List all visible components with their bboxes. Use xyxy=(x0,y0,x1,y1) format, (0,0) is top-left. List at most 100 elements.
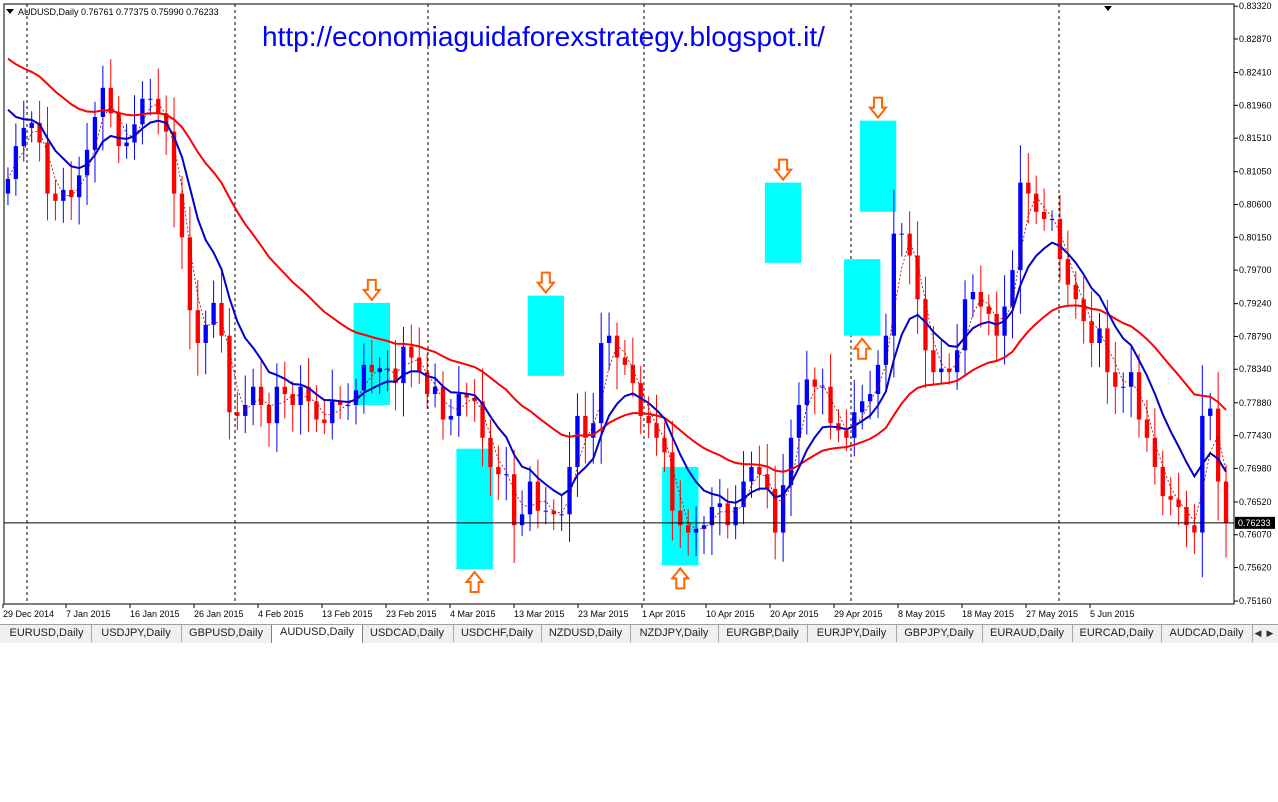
bull-candle xyxy=(132,124,137,143)
bull-candle xyxy=(717,503,723,508)
bull-candle xyxy=(591,423,596,438)
bull-candle xyxy=(298,386,303,405)
bear-candle xyxy=(258,386,264,405)
price-label: 0.76520 xyxy=(1239,497,1272,507)
bear-candle xyxy=(686,525,691,533)
tab-usdcad[interactable]: USDCAD,Daily xyxy=(361,625,454,642)
price-label: 0.77880 xyxy=(1239,398,1272,408)
tab-euraud[interactable]: EURAUD,Daily xyxy=(982,625,1073,642)
bull-candle xyxy=(1121,386,1126,388)
bear-candle xyxy=(440,386,446,420)
bear-candle xyxy=(187,237,193,311)
bull-candle xyxy=(1208,408,1213,416)
bear-candle xyxy=(480,401,485,438)
signal-arrow-down-icon xyxy=(535,271,556,295)
tab-nzdusd[interactable]: NZDUSD,Daily xyxy=(541,625,631,642)
chart-frame xyxy=(3,3,1235,605)
bear-candle xyxy=(496,466,501,475)
bull-candle xyxy=(140,98,145,125)
tab-audcad[interactable]: AUDCAD,Daily xyxy=(1161,625,1253,642)
time-label: 27 May 2015 xyxy=(1026,609,1078,619)
bull-candle xyxy=(361,364,367,391)
tab-usdchf[interactable]: USDCHF,Daily xyxy=(453,625,542,642)
moving-average-dotted xyxy=(7,103,1227,530)
bull-candle xyxy=(796,404,802,438)
bear-candle xyxy=(464,394,469,398)
bear-candle xyxy=(179,193,185,238)
bull-candle xyxy=(543,510,548,512)
bull-candle xyxy=(1097,328,1102,344)
price-label: 0.76070 xyxy=(1239,530,1272,540)
bull-candle xyxy=(899,233,904,235)
price-label: 0.78340 xyxy=(1239,364,1272,374)
bull-candle xyxy=(76,175,82,198)
tab-gbpjpy[interactable]: GBPJPY,Daily xyxy=(896,625,983,642)
bull-candle xyxy=(432,386,438,395)
bull-candle xyxy=(962,299,968,351)
tab-usdjpy[interactable]: USDJPY,Daily xyxy=(91,625,182,642)
symbol-info: AUDUSD,Daily 0.76761 0.77375 0.75990 0.7… xyxy=(18,7,219,17)
tab-nzdjpy[interactable]: NZDJPY,Daily xyxy=(630,625,719,642)
bear-candle xyxy=(1089,321,1094,344)
bull-candle xyxy=(1018,182,1023,271)
tab-eurusd[interactable]: EURUSD,Daily xyxy=(2,625,92,642)
bear-candle xyxy=(931,350,936,373)
bear-candle xyxy=(1081,299,1086,322)
price-label: 0.82410 xyxy=(1239,68,1272,78)
tab-eurjpy[interactable]: EURJPY,Daily xyxy=(807,625,897,642)
bull-candle xyxy=(891,233,897,336)
bull-candle xyxy=(860,401,865,413)
signal-highlight-box xyxy=(764,182,802,263)
bear-candle xyxy=(322,419,327,424)
bull-candle xyxy=(875,364,881,395)
tab-eurgbp[interactable]: EURGBP,Daily xyxy=(718,625,808,642)
bear-candle xyxy=(844,430,849,438)
bull-candle xyxy=(243,404,248,416)
chart-window[interactable]: http://economiaguidaforexstrategy.blogsp… xyxy=(0,0,1278,622)
bear-candle xyxy=(670,452,675,511)
bull-candle xyxy=(1128,372,1134,387)
bear-candle xyxy=(195,310,200,344)
bear-candle xyxy=(654,423,659,438)
signal-highlight-box xyxy=(844,259,881,336)
current-price-label: 0.76233 xyxy=(1238,518,1271,528)
bull-candle xyxy=(456,394,461,416)
bull-candle xyxy=(780,485,786,533)
signal-arrow-down-icon xyxy=(867,96,889,120)
price-chart[interactable]: http://economiaguidaforexstrategy.blogsp… xyxy=(0,0,1278,622)
bull-candle xyxy=(61,189,66,201)
signal-arrow-up-icon xyxy=(852,337,873,360)
bear-candle xyxy=(907,233,912,256)
bear-candle xyxy=(53,193,58,201)
price-axis: 0.83320 0.82870 0.82410 0.81960 0.81510 0.810… xyxy=(1234,1,1275,606)
bear-candle xyxy=(773,488,778,533)
bear-candle xyxy=(622,357,628,365)
bull-candle xyxy=(883,335,889,365)
bear-candle xyxy=(1073,284,1078,300)
tab-audusd[interactable]: AUDUSD,Daily xyxy=(271,625,363,643)
signal-highlight-box xyxy=(456,448,493,570)
bear-candle xyxy=(409,346,414,358)
tab-eurcad[interactable]: EURCAD,Daily xyxy=(1072,625,1162,642)
bull-candle xyxy=(100,87,106,118)
bear-candle xyxy=(1168,496,1173,500)
tab-gbpusd[interactable]: GBPUSD,Daily xyxy=(181,625,272,642)
price-label: 0.77430 xyxy=(1239,431,1272,441)
price-label: 0.81510 xyxy=(1239,133,1272,143)
bear-candle xyxy=(765,474,770,489)
bull-candle xyxy=(211,302,216,325)
bear-candle xyxy=(1026,182,1031,194)
bear-candle xyxy=(488,437,493,467)
price-label: 0.75620 xyxy=(1239,563,1272,573)
bear-candle xyxy=(219,302,224,336)
bear-candle xyxy=(986,306,991,314)
bull-candle xyxy=(250,386,256,405)
time-label: 18 May 2015 xyxy=(962,609,1014,619)
watermark-url: http://economiaguidaforexstrategy.blogsp… xyxy=(262,21,825,52)
tab-scroll-left-icon[interactable]: ◀ xyxy=(1254,628,1262,638)
bull-candle xyxy=(693,528,699,533)
tab-scroll-right-icon[interactable]: ▶ xyxy=(1266,628,1274,638)
bear-candle xyxy=(156,98,161,114)
price-label: 0.75160 xyxy=(1239,596,1272,606)
time-label: 20 Apr 2015 xyxy=(770,609,819,619)
